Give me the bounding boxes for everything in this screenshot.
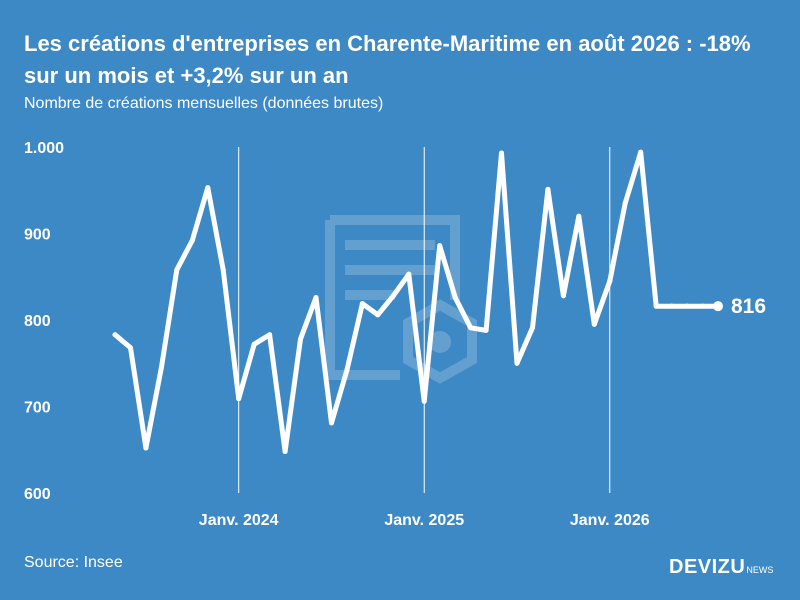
data-point xyxy=(545,186,551,192)
x-axis: Janv. 2024 Janv. 2025 Janv. 2026 xyxy=(199,512,650,529)
data-point xyxy=(313,295,319,301)
data-point xyxy=(158,365,164,371)
chart-subtitle: Nombre de créations mensuelles (données … xyxy=(24,95,384,112)
series-line xyxy=(112,149,721,454)
y-tick-label: 1.000 xyxy=(24,140,64,157)
x-tick-label: Janv. 2026 xyxy=(570,512,650,529)
data-point xyxy=(406,271,412,277)
brand-sub: NEWS xyxy=(746,565,774,575)
data-point xyxy=(576,213,582,219)
data-point xyxy=(452,295,458,301)
data-point xyxy=(468,325,474,331)
gridlines xyxy=(238,147,611,493)
chart-title: Les créations d'entreprises en Charente-… xyxy=(24,31,751,88)
watermark-document-icon xyxy=(325,215,477,384)
data-point xyxy=(359,301,365,307)
data-point xyxy=(189,237,195,243)
end-value-label: 816 xyxy=(731,295,766,318)
end-point-marker xyxy=(713,301,723,312)
data-point xyxy=(298,336,304,342)
y-tick-label: 900 xyxy=(24,227,51,244)
data-point xyxy=(529,325,535,331)
source-note: Source: Insee xyxy=(24,554,123,571)
data-point xyxy=(607,278,613,284)
data-point xyxy=(112,332,118,338)
data-point xyxy=(375,312,381,318)
x-tick-label: Janv. 2024 xyxy=(199,512,279,529)
data-point xyxy=(390,293,396,299)
data-point xyxy=(499,150,505,156)
y-tick-label: 600 xyxy=(24,486,51,503)
data-point xyxy=(143,445,149,451)
data-point xyxy=(638,149,644,155)
y-axis: 1.000 900 800 700 600 xyxy=(24,140,64,503)
data-points xyxy=(112,149,721,454)
data-point xyxy=(344,367,350,373)
data-point xyxy=(700,303,706,309)
data-point xyxy=(622,200,628,206)
data-point xyxy=(684,303,690,309)
data-point xyxy=(591,321,597,327)
brand-name: DEVIZU xyxy=(669,556,746,578)
data-point xyxy=(669,303,675,309)
data-point xyxy=(127,345,133,351)
data-point xyxy=(421,398,427,404)
y-tick-label: 700 xyxy=(24,400,51,417)
data-point xyxy=(205,185,211,191)
data-point xyxy=(437,243,443,249)
data-point xyxy=(328,420,334,426)
data-point xyxy=(653,303,659,309)
data-point xyxy=(236,396,242,402)
data-point xyxy=(220,267,226,273)
data-point xyxy=(282,448,288,454)
data-point xyxy=(267,332,273,338)
x-tick-label: Janv. 2025 xyxy=(384,512,464,529)
data-point xyxy=(174,267,180,273)
data-point xyxy=(483,327,489,333)
data-point xyxy=(514,360,520,366)
data-point xyxy=(251,341,257,347)
data-point xyxy=(560,293,566,299)
brand-logo: DEVIZUNEWS xyxy=(669,556,773,579)
y-tick-label: 800 xyxy=(24,313,51,330)
